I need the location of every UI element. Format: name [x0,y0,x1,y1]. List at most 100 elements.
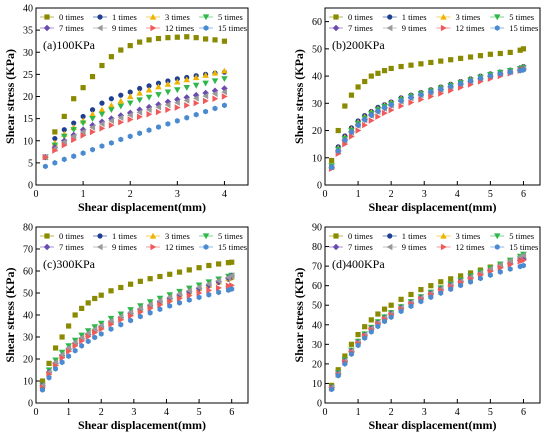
x-tick-label: 3 [175,189,180,200]
y-tick-label: 50 [312,301,322,312]
data-point [183,85,190,91]
y-tick-label: 40 [312,320,322,331]
data-point [497,50,503,57]
data-point [348,341,355,347]
data-point [438,58,444,64]
x-axis-label: Shear displacement(mm) [78,200,206,214]
data-point [46,374,52,381]
data-point [99,100,105,106]
series-5-times [328,251,527,391]
x-tick-label: 5 [197,407,202,418]
series-7-times [328,65,527,171]
data-point [184,114,190,121]
data-point [52,147,59,154]
data-point [355,342,361,349]
data-point [418,91,424,98]
series-12-times [39,282,235,391]
data-point [98,325,105,333]
legend-marker [44,233,50,239]
data-point [165,35,171,41]
data-point [145,94,153,101]
data-point [108,96,114,102]
data-point [375,113,382,120]
series-3-times [42,67,228,160]
legend-marker [202,233,210,240]
data-point [193,99,200,107]
data-point [46,360,52,366]
data-point [98,106,106,113]
data-point [147,305,154,312]
series-1-times [329,63,527,169]
series-7-times [39,272,235,389]
legend-label: 5 times [218,231,243,241]
legend-marker [386,243,393,251]
data-point [184,102,190,109]
data-point [108,122,115,129]
data-point [66,348,72,355]
legend-label: 7 times [59,242,84,252]
data-point [388,302,394,308]
data-point [478,75,483,82]
data-point [136,89,143,96]
data-point [183,97,190,104]
x-tick-label: 3 [422,189,427,200]
legend-marker [203,25,209,31]
legend-marker [43,243,51,251]
data-point [458,273,464,279]
y-tick-label: 20 [23,92,33,103]
series-0-times [42,34,228,160]
legend-marker [332,24,340,32]
data-point [156,295,164,302]
data-point [184,34,190,40]
data-point [408,99,415,106]
data-point [408,291,414,298]
y-tick-label: 50 [312,44,322,55]
data-point [221,76,228,82]
data-point [155,83,162,90]
data-point [228,272,235,280]
data-point [497,261,503,269]
data-point [79,120,87,127]
data-point [448,57,454,63]
data-point [78,334,85,341]
data-point [145,86,153,93]
legend-marker [150,243,157,251]
data-point [61,141,68,149]
data-point [342,137,348,143]
data-point [418,298,424,305]
data-point [381,68,388,74]
y-tick-label: 0 [28,181,33,192]
data-point [155,103,162,111]
data-point [61,156,67,163]
data-point [375,323,381,330]
legend-marker [149,13,157,20]
data-point [192,82,200,89]
data-point [206,287,213,294]
data-point [448,276,454,282]
data-point [362,78,368,85]
data-point [137,308,144,316]
data-point [164,89,172,96]
data-point [84,330,91,337]
data-point [342,361,348,367]
legend-marker [440,24,447,32]
plot-frame [35,7,249,186]
data-point [118,316,125,324]
data-point [212,37,218,43]
y-tick-label: 20 [23,355,33,366]
data-point [487,51,493,57]
data-point [137,278,143,284]
data-point [398,102,405,110]
data-point [89,116,96,122]
data-point [468,78,473,84]
legend-marker [332,243,340,251]
legend-marker [333,233,339,239]
data-point [477,53,484,59]
y-tick-label: 70 [23,245,33,256]
data-point [92,295,98,302]
data-point [89,73,96,80]
data-point [108,107,115,113]
series-12-times [329,257,527,392]
data-point [202,92,209,100]
data-point [71,339,78,346]
